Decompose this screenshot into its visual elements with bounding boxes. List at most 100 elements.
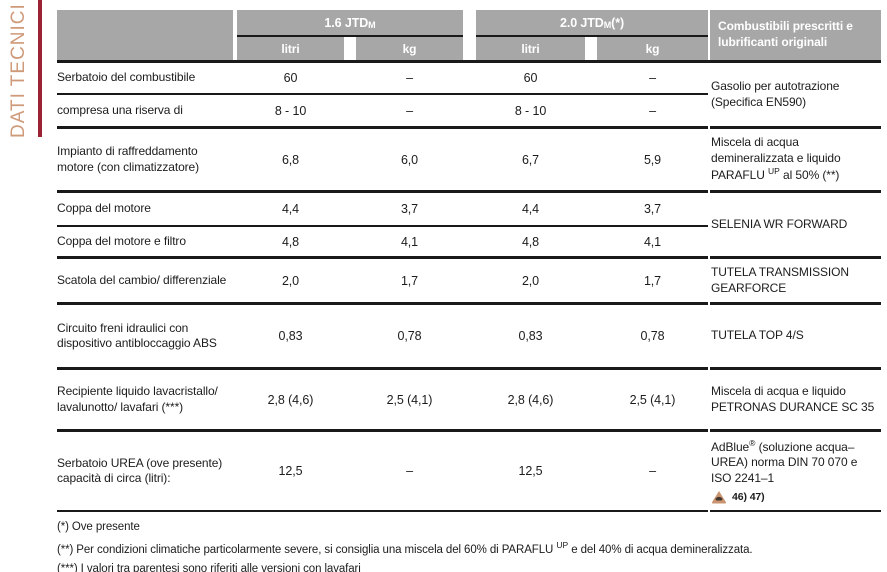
value-20-kg: 5,9 (643, 152, 662, 167)
value-16-kg: 6,0 (400, 152, 419, 167)
value-16-litri: 4,4 (281, 202, 300, 216)
value-16-litri: 0,83 (278, 329, 303, 343)
footnote-1: (*) Ove presente (57, 521, 140, 533)
unit-kg-header: kg (356, 37, 463, 60)
fluid-spec: SELENIA WR FORWARD (710, 193, 881, 259)
fluid-text: Miscela di acqua demineralizzata e liqui… (711, 135, 841, 183)
value-20-kg: 2,5 (4,1) (629, 392, 676, 407)
table-main-rows: Serbatoio del combustibile 60 – 60 – com… (57, 63, 708, 512)
adblue-reference: 46) 47) (711, 490, 765, 504)
unit-kg-header: kg (597, 37, 708, 60)
fluid-text: TUTELA TOP 4/S (711, 328, 804, 343)
footnote-2: (**) Per condizioni climatiche particola… (57, 539, 753, 556)
value-20-litri: 2,8 (4,6) (507, 392, 554, 407)
value-20-kg: – (649, 71, 656, 85)
row-label: Coppa del motore e filtro (57, 233, 186, 248)
value-20-kg: 4,1 (643, 234, 662, 249)
table-row: Serbatoio del combustibile 60 – 60 – (57, 63, 708, 95)
header-divider (476, 35, 708, 37)
row-label: compresa una riserva di (57, 102, 183, 117)
value-16-kg: 0,78 (397, 329, 422, 343)
value-16-litri: 2,0 (281, 273, 300, 288)
value-16-kg: – (406, 464, 413, 478)
table-body: Serbatoio del combustibile 60 – 60 – com… (57, 63, 881, 512)
engine-1-6-name: 1.6 JTD (324, 15, 369, 30)
engine-2-0-sub: M (603, 19, 612, 30)
capacities-table: 1.6 JTD M litri kg 2.0 JTD M (*) litri kg C… (57, 10, 881, 572)
value-16-litri: 8 - 10 (274, 103, 307, 118)
table-row: Serbatoio UREA (ove presente) capacità d… (57, 432, 708, 512)
row-label: Scatola del cambio/ differenziale (57, 272, 227, 287)
row-label: Coppa del motore (57, 201, 151, 216)
footnote-3: (***) I valori tra parentesi sono riferi… (57, 563, 361, 572)
engine-2-0-units: litri kg (476, 37, 708, 60)
fluids-column-header: Combustibili prescritti e lubrificanti o… (710, 10, 881, 60)
table-row: Circuito freni idraulici con dispositivo… (57, 305, 708, 370)
unit-litri-header: litri (476, 37, 585, 60)
engine-1-6-sub: M (368, 19, 376, 30)
footnotes: (*) Ove presente (**) Per condizioni cli… (57, 521, 881, 572)
engine-2-0-name: 2.0 JTD (559, 15, 604, 30)
fluid-spec: TUTELA TRANSMISSION GEARFORCE (710, 259, 881, 305)
value-20-litri: 6,7 (521, 152, 540, 167)
value-16-kg: 3,7 (400, 202, 419, 216)
table-row: Coppa del motore e filtro 4,8 4,1 4,8 4,… (57, 227, 708, 259)
fluid-text: SELENIA WR FORWARD (711, 216, 848, 231)
value-20-litri: 0,83 (518, 329, 543, 343)
header-engine-2-0: 2.0 JTD M (*) litri kg (476, 10, 708, 60)
value-16-litri: 60 (283, 71, 298, 85)
value-20-kg: 3,7 (643, 202, 662, 216)
fluid-text: TUTELA TRANSMISSION GEARFORCE (711, 264, 849, 295)
value-16-litri: 12,5 (278, 464, 303, 478)
value-20-litri: 12,5 (518, 464, 543, 478)
table-row: compresa una riserva di 8 - 10 – 8 - 10 … (57, 95, 708, 129)
value-20-kg: 0,78 (640, 329, 665, 343)
value-20-litri: 8 - 10 (514, 103, 547, 118)
row-label: Serbatoio UREA (ove presente) capacità d… (57, 455, 223, 485)
engine-2-0-suffix: (*) (611, 15, 625, 30)
value-20-kg: – (649, 464, 656, 478)
header-label-spacer (57, 10, 233, 60)
engine-1-6-title: 1.6 JTD M (237, 10, 463, 35)
value-16-litri: 2,8 (4,6) (267, 392, 314, 407)
fluid-spec: Miscela di acqua e liquido PETRONAS DURA… (710, 370, 881, 432)
engine-2-0-title: 2.0 JTD M (*) (476, 10, 708, 35)
value-16-kg: 4,1 (400, 234, 419, 249)
fluid-spec: Miscela di acqua demineralizzata e liqui… (710, 129, 881, 193)
value-16-kg: 2,5 (4,1) (386, 392, 433, 407)
row-label: Circuito freni idraulici con dispositivo… (57, 320, 217, 350)
value-20-litri: 4,8 (521, 234, 540, 249)
value-20-litri: 60 (523, 71, 538, 85)
value-16-kg: 1,7 (400, 273, 419, 288)
fluids-column: Gasolio per autotrazione (Specifica EN59… (710, 63, 881, 512)
value-20-kg: – (649, 103, 656, 118)
value-20-kg: 1,7 (643, 273, 662, 288)
table-row: Coppa del motore 4,4 3,7 4,4 3,7 (57, 193, 708, 227)
chapter-tab-bar (38, 0, 42, 137)
value-16-kg: – (406, 71, 413, 85)
fluid-text: AdBlue® (soluzione acqua–UREA) norma DIN… (711, 437, 858, 485)
fluid-text: Gasolio per autotrazione (Specifica EN59… (711, 78, 840, 109)
fluid-spec: Gasolio per autotrazione (Specifica EN59… (710, 63, 881, 129)
chapter-tab-label: DATI TECNICI (8, 3, 29, 138)
row-label: Serbatoio del combustibile (57, 70, 196, 85)
engine-1-6-units: litri kg (237, 37, 463, 60)
fluid-spec: TUTELA TOP 4/S (710, 305, 881, 370)
unit-litri-header: litri (237, 37, 344, 60)
table-row: Impianto di raffreddamento motore (con c… (57, 129, 708, 193)
fluid-text: Miscela di acqua e liquido PETRONAS DURA… (711, 383, 875, 414)
value-16-kg: – (406, 103, 413, 118)
value-20-litri: 2,0 (521, 273, 540, 288)
fluid-spec: AdBlue® (soluzione acqua–UREA) norma DIN… (710, 432, 881, 512)
header-engine-1-6: 1.6 JTD M litri kg (237, 10, 463, 60)
row-label: Impianto di raffreddamento motore (con c… (57, 144, 200, 174)
vehicle-warning-icon (711, 490, 727, 504)
header-bottom-rule (57, 60, 881, 63)
row-label: Recipiente liquido lavacristallo/ lavalu… (57, 384, 218, 414)
table-header: 1.6 JTD M litri kg 2.0 JTD M (*) litri kg C… (57, 10, 881, 60)
header-divider (237, 35, 463, 37)
table-row: Recipiente liquido lavacristallo/ lavalu… (57, 370, 708, 432)
value-20-litri: 4,4 (521, 202, 540, 216)
value-16-litri: 6,8 (281, 152, 300, 167)
